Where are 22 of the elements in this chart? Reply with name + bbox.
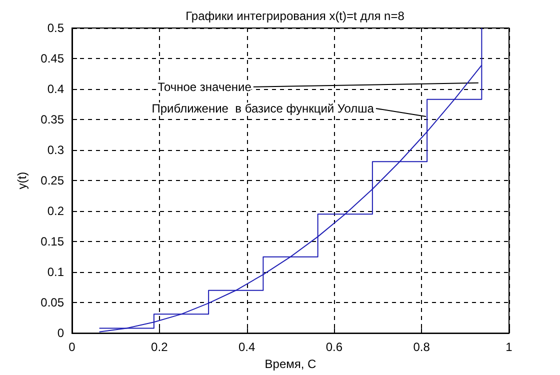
y-tick-label: 0.35	[40, 112, 64, 127]
chart-title: Графики интегрирования x(t)=t для n=8	[186, 9, 405, 23]
y-tick-label: 0	[57, 326, 64, 340]
x-tick-label: 0.6	[326, 340, 343, 354]
y-tick-label: 0.05	[40, 296, 64, 310]
x-tick-label: 0.2	[151, 340, 168, 354]
x-tick-label: 0	[68, 340, 76, 354]
y-tick-label: 0.45	[40, 52, 64, 66]
x-axis-title: Время, С	[264, 357, 317, 371]
y-tick-label: 0.15	[40, 234, 64, 249]
x-tick-label: 0.8	[413, 340, 430, 354]
y-tick-label: 0.1	[47, 265, 64, 280]
x-tick-label: 1	[506, 340, 513, 354]
y-tick-label: 0.4	[47, 82, 64, 96]
y-tick-label: 0.25	[40, 174, 64, 188]
y-axis-title: y(t)	[15, 172, 29, 190]
y-tick-label: 0.2	[47, 204, 64, 218]
annotation: Приближение в базисе функций Уолша	[152, 101, 374, 116]
y-tick-label: 0.3	[47, 143, 64, 158]
annotation: Точное значение	[158, 80, 252, 94]
x-tick-label: 0.4	[238, 340, 256, 354]
y-tick-label: 0.5	[47, 21, 64, 35]
